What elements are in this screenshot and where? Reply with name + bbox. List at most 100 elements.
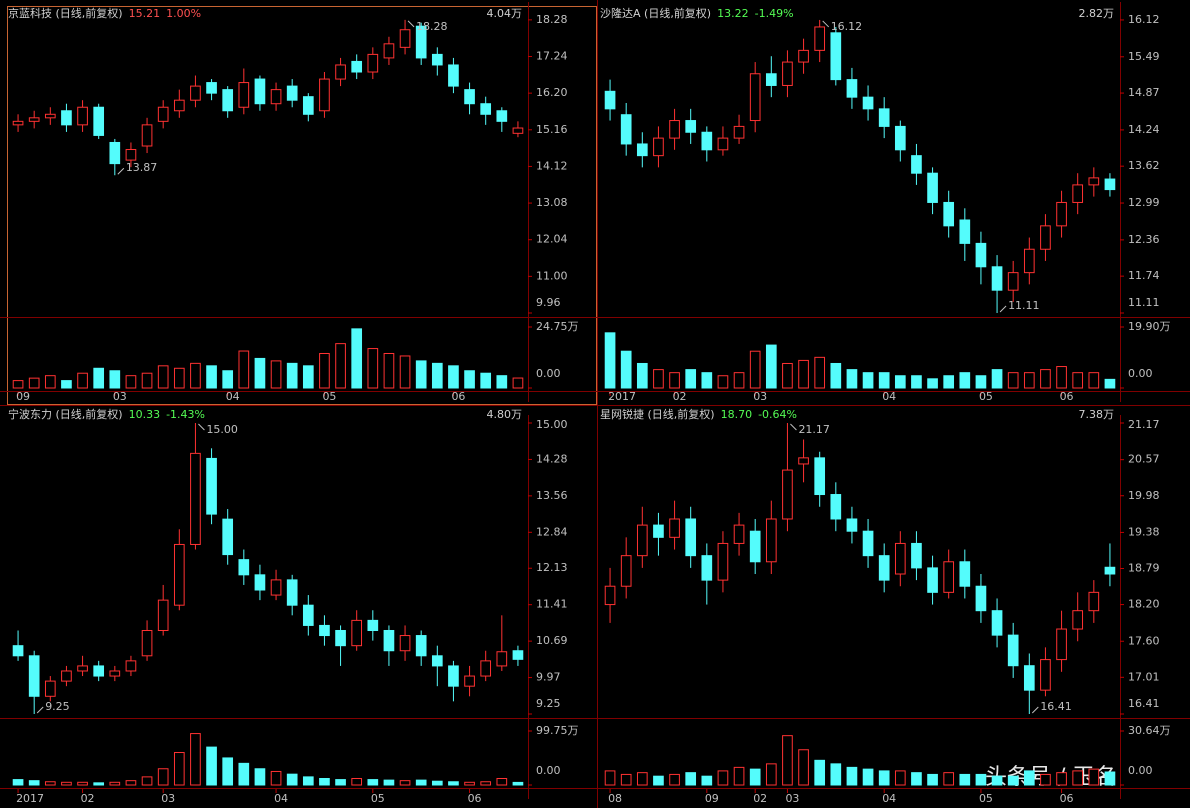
volume-label: 4.80万	[487, 408, 523, 421]
volume-bar	[1104, 378, 1116, 389]
candle-body	[28, 117, 40, 122]
volume-bar	[733, 766, 745, 786]
y-tick-label: 9.96	[536, 296, 561, 309]
volume-bar	[798, 749, 809, 786]
candle-body	[206, 457, 217, 515]
candle-body	[431, 655, 443, 667]
candle-body	[222, 518, 234, 556]
volume-bar	[431, 362, 443, 389]
candle-body	[157, 599, 169, 631]
candle-body	[157, 106, 169, 122]
volume-bar	[93, 367, 105, 389]
low-marker	[999, 305, 1007, 313]
y-tick-label: 14.87	[1128, 86, 1160, 99]
last-price: 10.33	[129, 408, 161, 421]
y-tick-label: 12.99	[1128, 196, 1160, 209]
candle-body	[77, 665, 88, 672]
candle-body	[512, 127, 524, 134]
candle-body	[1040, 225, 1051, 250]
candle-body	[733, 125, 745, 139]
volume-bar	[93, 782, 105, 786]
volume-bar	[464, 781, 475, 786]
volume-bar	[701, 372, 713, 389]
candle-body	[351, 60, 363, 73]
candle-body	[653, 137, 664, 157]
volume-bar	[367, 779, 379, 786]
price-change: 1.00%	[166, 7, 201, 20]
volume-bar	[415, 360, 427, 389]
stock-name: 京蓝科技 (日线,前复权)	[8, 6, 123, 20]
candle-body	[653, 524, 664, 538]
candle-body	[12, 120, 24, 126]
volume-bar	[878, 372, 890, 389]
volume-bar	[254, 768, 266, 786]
candle-body	[399, 29, 411, 48]
volume-bar	[238, 762, 250, 786]
candle-body	[141, 124, 153, 147]
candle-body	[878, 108, 890, 127]
volume-bar	[669, 773, 680, 786]
v-tick-label: 0.00	[536, 764, 561, 777]
candle-body	[367, 53, 379, 73]
price-change: -1.49%	[755, 7, 794, 20]
x-tick-label: 04	[882, 390, 896, 403]
candle-body	[238, 559, 250, 576]
volume-bar	[975, 375, 987, 389]
volume-bar	[846, 766, 858, 786]
panel-title: 京蓝科技 (日线,前复权) 15.21 1.00%	[8, 6, 201, 20]
volume-bar	[765, 344, 777, 389]
candle-body	[894, 125, 906, 151]
volume-bar	[109, 370, 121, 389]
x-tick-label: 02	[753, 792, 767, 805]
volume-bar	[141, 372, 153, 389]
volume-bar	[1088, 768, 1100, 786]
candle-body	[798, 49, 809, 63]
y-tick-label: 15.16	[536, 123, 568, 136]
candle-body	[61, 670, 72, 682]
volume-bar	[1007, 775, 1019, 786]
y-tick-label: 11.41	[536, 598, 568, 611]
y-tick-label: 13.56	[536, 489, 568, 502]
volume-bar	[335, 779, 346, 786]
candle-body	[927, 172, 938, 203]
low-label: 16.41	[1040, 700, 1072, 713]
volume-bar	[894, 770, 906, 786]
candle-body	[733, 524, 745, 544]
selected-panel-border	[7, 6, 597, 405]
volume-bar	[1072, 372, 1084, 389]
candle-body	[749, 530, 761, 563]
volume-bar	[464, 370, 475, 389]
candle-body	[1088, 591, 1100, 612]
panel-title: 宁波东力 (日线,前复权) 10.33 -1.43%	[8, 407, 205, 421]
volume-bar	[190, 362, 201, 389]
volume-bar	[431, 780, 443, 786]
volume-bar	[157, 768, 169, 786]
candle-body	[749, 73, 761, 122]
x-tick-label: 03	[785, 792, 799, 805]
volume-bar	[222, 757, 234, 786]
candle-body	[894, 542, 906, 575]
y-tick-label: 11.00	[536, 269, 568, 282]
last-price: 15.21	[129, 7, 161, 20]
candle-body	[93, 106, 105, 136]
candle-body	[270, 579, 282, 596]
volume-bar	[814, 356, 826, 389]
y-tick-label: 18.28	[536, 13, 568, 26]
candle-body	[620, 114, 632, 145]
volume-bar	[814, 759, 826, 786]
candle-body	[286, 579, 298, 606]
stock-name: 星网锐捷 (日线,前复权)	[600, 407, 715, 421]
x-tick-label: 2017	[16, 792, 44, 805]
candle-body	[335, 64, 346, 80]
candle-body	[1088, 177, 1100, 186]
x-tick-label: 06	[468, 792, 482, 805]
candle-body	[93, 665, 105, 677]
candle-body	[173, 543, 185, 606]
volume-bar	[190, 733, 201, 786]
candle-body	[798, 457, 809, 465]
volume-bar	[206, 746, 217, 786]
price-change: -0.64%	[758, 408, 797, 421]
candle-body	[383, 629, 395, 652]
volume-bar	[206, 365, 217, 389]
